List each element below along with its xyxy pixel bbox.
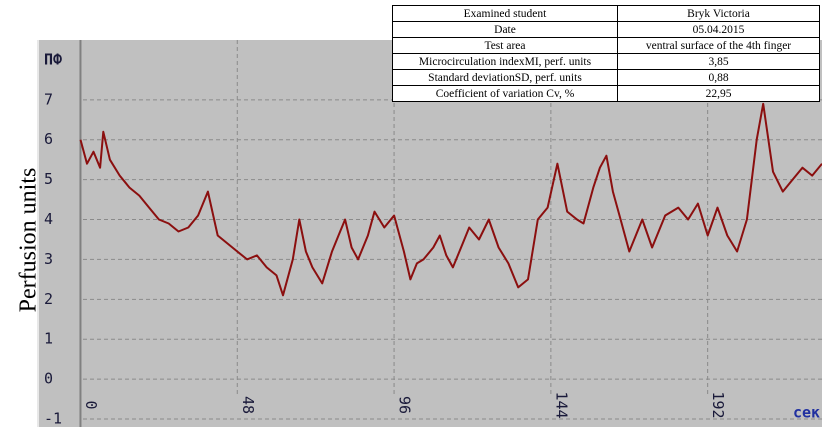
table-cell: Standard deviationSD, perf. units xyxy=(392,69,618,86)
y-tick-label: 3 xyxy=(44,250,53,268)
table-cell: Test area xyxy=(392,37,618,54)
table-row: Coefficient of variation Cv, % 22,95 xyxy=(392,85,820,102)
table-cell: ventral surface of the 4th finger xyxy=(617,37,820,54)
y-tick-label: -1 xyxy=(44,410,62,427)
table-row: Standard deviationSD, perf. units 0,88 xyxy=(392,69,820,86)
y-tick-label: 6 xyxy=(44,130,53,148)
x-unit-label: сек xyxy=(793,404,820,422)
y-unit-label: ПФ xyxy=(44,51,62,69)
x-tick-label: 48 xyxy=(239,396,257,414)
y-tick-label: 2 xyxy=(44,290,53,308)
info-table: Examined student Bryk Victoria Date 05.04.2… xyxy=(392,5,820,102)
perfusion-line xyxy=(79,102,822,297)
x-tick-label: 144 xyxy=(552,391,570,418)
table-cell: 0,88 xyxy=(617,69,820,86)
table-cell: Examined student xyxy=(392,5,618,22)
x-tick-label: 192 xyxy=(709,391,727,418)
y-tick-label: 4 xyxy=(44,210,53,228)
table-cell: Bryk Victoria xyxy=(617,5,820,22)
plot-background xyxy=(38,40,822,427)
y-tick-label: 0 xyxy=(44,370,53,388)
table-cell: Date xyxy=(392,21,618,38)
y-tick-label: 5 xyxy=(44,170,53,188)
table-row: Test area ventral surface of the 4th fing… xyxy=(392,37,820,54)
table-cell: Microcirculation indexMI, perf. units xyxy=(392,53,618,70)
table-cell: 22,95 xyxy=(617,85,820,102)
table-row: Examined student Bryk Victoria xyxy=(392,5,820,22)
table-cell: 05.04.2015 xyxy=(617,21,820,38)
table-cell: 3,85 xyxy=(617,53,820,70)
y-axis-label: Perfusion units xyxy=(16,168,42,313)
y-tick-label: 7 xyxy=(44,90,53,108)
y-tick-label: 1 xyxy=(44,330,53,348)
x-tick-label: 0 xyxy=(82,400,100,409)
table-cell: Coefficient of variation Cv, % xyxy=(392,85,618,102)
table-row: Date 05.04.2015 xyxy=(392,21,820,38)
table-row: Microcirculation indexMI, perf. units 3,8… xyxy=(392,53,820,70)
x-tick-label: 96 xyxy=(396,396,414,414)
